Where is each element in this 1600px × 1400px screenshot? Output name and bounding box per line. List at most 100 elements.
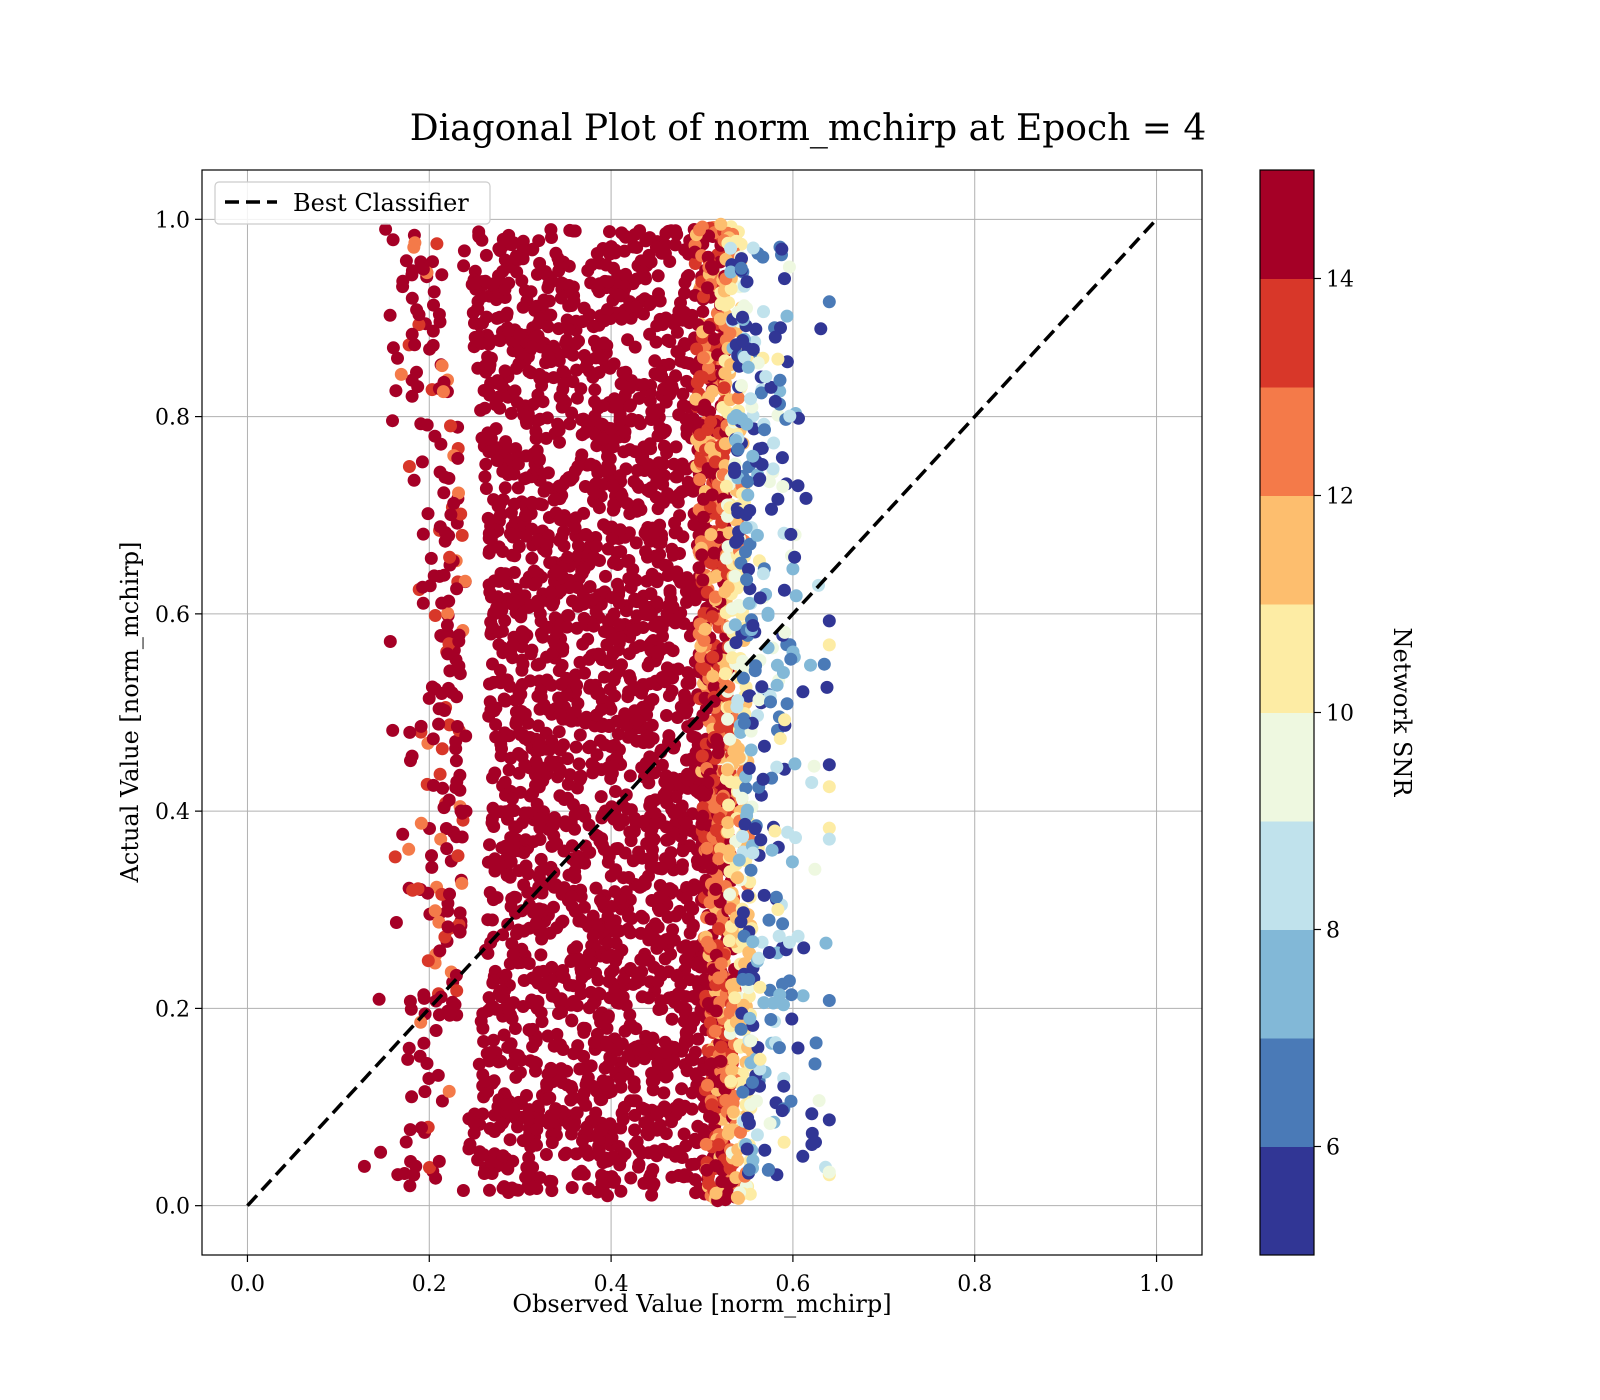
scatter-point [544, 308, 558, 322]
scatter-point [474, 403, 488, 417]
scatter-point [459, 729, 473, 743]
x-axis-ticks: 0.0 0.2 0.4 0.6 0.8 1.0 [230, 1255, 1174, 1297]
scatter-point [672, 571, 686, 585]
scatter-point [655, 758, 669, 772]
y-tick-label: 0.4 [155, 800, 190, 825]
scatter-point [532, 780, 546, 794]
scatter-point [679, 1002, 693, 1016]
scatter-point [472, 1057, 486, 1071]
scatter-point [654, 536, 668, 550]
scatter-point [606, 963, 620, 977]
scatter-point [612, 924, 626, 938]
scatter-point [684, 1052, 698, 1066]
scatter-point [624, 1171, 638, 1185]
scatter-point [570, 621, 584, 635]
scatter-point [729, 535, 743, 549]
scatter-point [717, 381, 731, 395]
scatter-point [683, 674, 697, 687]
scatter-point [545, 734, 559, 748]
scatter-point [421, 507, 435, 521]
scatter-point [595, 896, 609, 910]
scatter-point [785, 855, 799, 869]
scatter-point [455, 528, 469, 542]
scatter-point [414, 816, 428, 830]
scatter-point [605, 532, 619, 546]
scatter-point [425, 849, 438, 863]
scatter-point [432, 307, 446, 321]
scatter-point [682, 945, 696, 959]
scatter-point [688, 1157, 702, 1171]
scatter-point [667, 457, 681, 471]
scatter-point [735, 252, 748, 266]
scatter-point [560, 620, 574, 634]
scatter-point [525, 643, 539, 657]
scatter-point [558, 1148, 571, 1162]
scatter-point [626, 854, 640, 868]
scatter-point [744, 863, 758, 877]
scatter-point [544, 1064, 558, 1078]
scatter-point [552, 423, 566, 437]
scatter-point [527, 564, 541, 578]
scatter-point [665, 1170, 679, 1184]
scatter-point [383, 635, 397, 648]
scatter-point [442, 637, 456, 651]
scatter-point [533, 367, 546, 381]
scatter-point [693, 473, 707, 486]
scatter-point [463, 1137, 477, 1151]
scatter-point [771, 903, 785, 916]
scatter-point [585, 955, 598, 969]
scatter-point [547, 818, 561, 832]
scatter-point [577, 1086, 591, 1100]
scatter-point [726, 1105, 740, 1119]
scatter-point [746, 449, 760, 463]
scatter-point [601, 909, 615, 923]
scatter-point [744, 1034, 758, 1048]
scatter-point [687, 1014, 701, 1028]
scatter-point [617, 310, 631, 324]
scatter-point [575, 315, 589, 329]
scatter-point [686, 918, 700, 932]
scatter-point [530, 267, 544, 281]
scatter-point [721, 581, 735, 595]
scatter-point [708, 1024, 722, 1038]
scatter-point [462, 1112, 476, 1126]
scatter-point [518, 758, 532, 772]
scatter-point [488, 766, 502, 780]
scatter-point [442, 471, 456, 485]
scatter-point [726, 1052, 740, 1066]
scatter-point [765, 843, 779, 857]
scatter-point [643, 750, 657, 764]
scatter-point [532, 452, 546, 466]
scatter-point [742, 563, 755, 576]
colorbar-segment [1260, 821, 1314, 930]
scatter-point [483, 388, 497, 402]
scatter-point [617, 1100, 631, 1114]
scatter-point [663, 931, 677, 945]
scatter-point [543, 556, 557, 570]
scatter-point [415, 1121, 428, 1135]
scatter-point [531, 600, 545, 614]
legend-label-best-classifier: Best Classifier [293, 189, 469, 217]
scatter-point [762, 946, 776, 959]
scatter-point [549, 246, 563, 260]
colorbar-tick-label: 6 [1326, 1136, 1340, 1161]
scatter-point [814, 322, 828, 336]
scatter-point [750, 1128, 764, 1142]
scatter-point [819, 936, 833, 950]
scatter-point [736, 334, 750, 347]
scatter-point [576, 637, 590, 651]
colorbar: 6 8 10 12 14 [1259, 169, 1354, 1256]
scatter-point [777, 1135, 791, 1149]
scatter-point [406, 883, 420, 897]
scatter-point [630, 713, 644, 727]
scatter-point [737, 716, 751, 730]
scatter-point [822, 821, 836, 835]
scatter-point [751, 356, 765, 370]
y-axis-ticks: 0.0 0.2 0.4 0.6 0.8 1.0 [155, 208, 202, 1220]
scatter-point [545, 1136, 559, 1150]
scatter-point [612, 288, 626, 302]
scatter-point [740, 1142, 754, 1156]
scatter-point [775, 451, 789, 465]
scatter-point [405, 389, 419, 403]
scatter-point [619, 267, 633, 281]
